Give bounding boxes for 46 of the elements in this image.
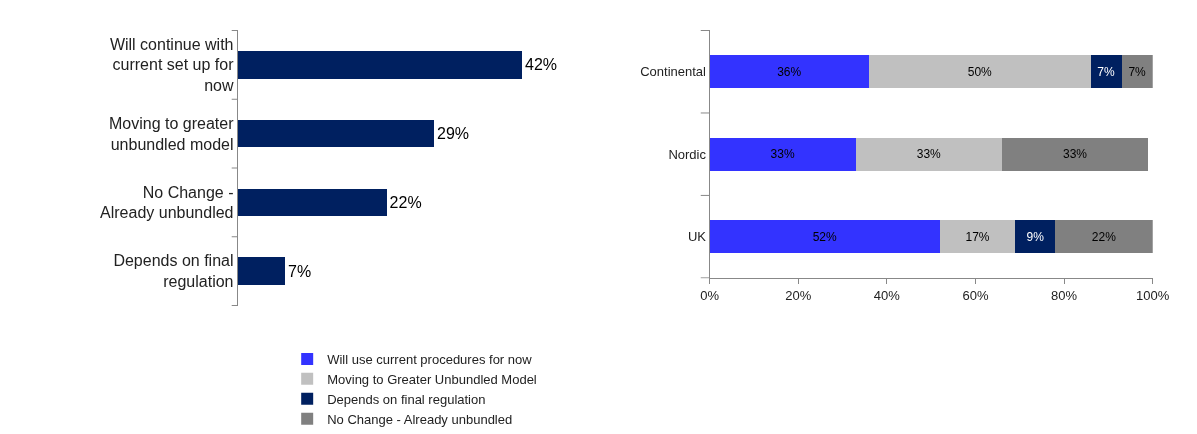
bar xyxy=(237,119,434,148)
bar xyxy=(237,188,387,217)
bar xyxy=(1015,220,1056,254)
x-tick-label: 100% xyxy=(1136,288,1170,303)
data-label: 7% xyxy=(1128,64,1147,79)
data-label: 33% xyxy=(916,147,942,162)
data-label: 50% xyxy=(967,64,993,79)
legend-label: Depends on final regulation xyxy=(327,391,486,407)
data-label: 36% xyxy=(777,64,802,79)
bar xyxy=(709,220,941,254)
y-tick-label: Will continue with current set up for now xyxy=(109,35,235,95)
y-tick-label: Depends on final regulation xyxy=(113,252,234,291)
bar xyxy=(869,55,1091,89)
bar xyxy=(1055,220,1153,254)
bar xyxy=(237,257,286,285)
data-label: 33% xyxy=(770,147,795,162)
y-tick-label: No Change - Already unbundled xyxy=(100,183,234,222)
bar xyxy=(1090,55,1122,89)
x-tick-label: 40% xyxy=(873,288,901,303)
bar xyxy=(709,137,856,171)
data-label: 9% xyxy=(1026,229,1045,244)
data-label: 17% xyxy=(965,229,990,244)
y-tick-label: UK xyxy=(687,229,707,245)
bar xyxy=(709,55,870,89)
bar xyxy=(237,51,522,79)
x-tick-label: 20% xyxy=(785,288,812,303)
data-label: 33% xyxy=(1063,147,1088,162)
legend-label: Will use current procedures for now xyxy=(327,352,533,368)
x-tick-label: 80% xyxy=(1051,288,1078,303)
legend-label: No Change - Already unbundled xyxy=(327,411,513,427)
bar xyxy=(1002,137,1149,171)
y-tick-label: Nordic xyxy=(668,146,707,162)
x-tick-label: 60% xyxy=(962,288,989,303)
y-tick-label: Continental xyxy=(640,64,707,80)
data-label: 29% xyxy=(436,125,470,143)
data-label: 52% xyxy=(812,229,837,244)
bar xyxy=(855,137,1003,171)
data-label: 42% xyxy=(524,56,558,74)
data-label: 7% xyxy=(1097,64,1116,79)
bar xyxy=(940,220,1016,254)
legend-label: Moving to Greater Unbundled Model xyxy=(327,371,537,387)
y-tick-label: Moving to greater unbundled model xyxy=(108,114,235,153)
x-tick-label: 0% xyxy=(700,288,720,303)
data-label: 7% xyxy=(288,262,312,280)
data-label: 22% xyxy=(1091,229,1117,244)
data-label: 22% xyxy=(389,193,422,211)
